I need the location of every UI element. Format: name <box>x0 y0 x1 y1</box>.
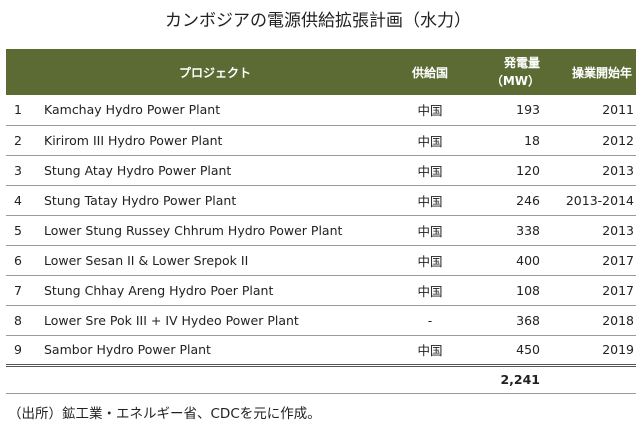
table-row: 3 Stung Atay Hydro Power Plant 中国 120 2013 <box>6 155 636 185</box>
header-capacity-unit: （MW） <box>490 74 540 88</box>
total-empty-cell <box>396 365 464 393</box>
table-row: 9 Sambor Hydro Power Plant 中国 450 2019 <box>6 335 636 365</box>
page-title: カンボジアの電源供給拡張計画（水力） <box>165 11 471 31</box>
table-row: 7 Stung Chhay Areng Hydro Poer Plant 中国 108… <box>6 275 636 305</box>
project-name: Stung Atay Hydro Power Plant <box>44 162 232 178</box>
start-year: 2012 <box>602 132 634 148</box>
table-row: 4 Stung Tatay Hydro Power Plant 中国 246 2013-… <box>6 185 636 215</box>
supplier-country: - <box>427 312 433 328</box>
project-name: Stung Chhay Areng Hydro Poer Plant <box>44 282 274 298</box>
table-row: 6 Lower Sesan II & Lower Srepok II 中国 400 20… <box>6 245 636 275</box>
project-name: Lower Sre Pok III + IV Hydeo Power Plant <box>44 312 299 328</box>
total-empty-cell <box>6 365 34 393</box>
total-empty-cell <box>546 365 636 393</box>
row-number: 4 <box>14 192 22 208</box>
row-number: 3 <box>14 162 22 178</box>
capacity-mw: 193 <box>516 102 540 118</box>
start-year: 2013-2014 <box>565 192 634 208</box>
project-name: Lower Sesan II & Lower Srepok II <box>44 252 249 268</box>
supplier-country: 中国 <box>417 343 443 358</box>
header-capacity-label: 発電量 <box>503 56 540 70</box>
start-year: 2017 <box>602 252 634 268</box>
project-name: Lower Stung Russey Chhrum Hydro Power Pl… <box>44 222 343 238</box>
table-row: 2 Kirirom III Hydro Power Plant 中国 18 2012 <box>6 125 636 155</box>
row-number: 8 <box>14 312 22 328</box>
table-row: 5 Lower Stung Russey Chhrum Hydro Power P… <box>6 215 636 245</box>
header-no <box>6 49 34 95</box>
supplier-country: 中国 <box>417 253 443 269</box>
supplier-country: 中国 <box>417 103 443 119</box>
start-year: 2019 <box>602 342 634 357</box>
header-capacity: 発電量 （MW） <box>464 49 546 95</box>
start-year: 2017 <box>602 282 634 298</box>
capacity-mw: 246 <box>516 192 540 208</box>
total-capacity: 2,241 <box>500 372 540 387</box>
row-number: 7 <box>14 282 22 298</box>
header-start-year: 操業開始年 <box>571 65 632 80</box>
header-project: プロジェクト <box>178 65 251 80</box>
row-number: 6 <box>14 252 22 268</box>
capacity-mw: 368 <box>516 312 540 328</box>
supplier-country: 中国 <box>417 193 443 209</box>
project-name: Stung Tatay Hydro Power Plant <box>44 192 237 208</box>
capacity-mw: 18 <box>524 132 540 148</box>
row-number: 5 <box>14 222 22 238</box>
capacity-mw: 450 <box>516 342 540 357</box>
start-year: 2011 <box>602 102 634 118</box>
table-header-row: プロジェクト 供給国 発電量 （MW） 操業開始年 <box>6 49 636 95</box>
start-year: 2013 <box>602 222 634 238</box>
total-row: 2,241 <box>6 365 636 393</box>
start-year: 2018 <box>602 312 634 328</box>
capacity-mw: 120 <box>516 162 540 178</box>
table-body: 1 Kamchay Hydro Power Plant 中国 193 2011 2 Kiri… <box>6 95 636 393</box>
capacity-mw: 400 <box>516 252 540 268</box>
row-number: 1 <box>14 102 22 118</box>
project-name: Sambor Hydro Power Plant <box>44 342 211 357</box>
start-year: 2013 <box>602 162 634 178</box>
row-number: 2 <box>14 132 22 148</box>
hydro-projects-table: プロジェクト 供給国 発電量 （MW） 操業開始年 1 Kamchay Hydro… <box>6 49 636 394</box>
table-row: 1 Kamchay Hydro Power Plant 中国 193 2011 <box>6 95 636 125</box>
table-row: 8 Lower Sre Pok III + IV Hydeo Power Plan… <box>6 305 636 335</box>
supplier-country: 中国 <box>417 163 443 179</box>
supplier-country: 中国 <box>417 283 443 299</box>
header-country: 供給国 <box>411 65 448 80</box>
project-name: Kamchay Hydro Power Plant <box>44 102 221 118</box>
total-empty-cell <box>34 365 396 393</box>
supplier-country: 中国 <box>417 133 443 149</box>
project-name: Kirirom III Hydro Power Plant <box>44 132 223 148</box>
row-number: 9 <box>14 342 22 357</box>
capacity-mw: 338 <box>516 222 540 238</box>
capacity-mw: 108 <box>516 282 540 298</box>
supplier-country: 中国 <box>417 223 443 239</box>
source-note: （出所）鉱工業・エネルギー省、CDCを元に作成。 <box>8 406 321 422</box>
